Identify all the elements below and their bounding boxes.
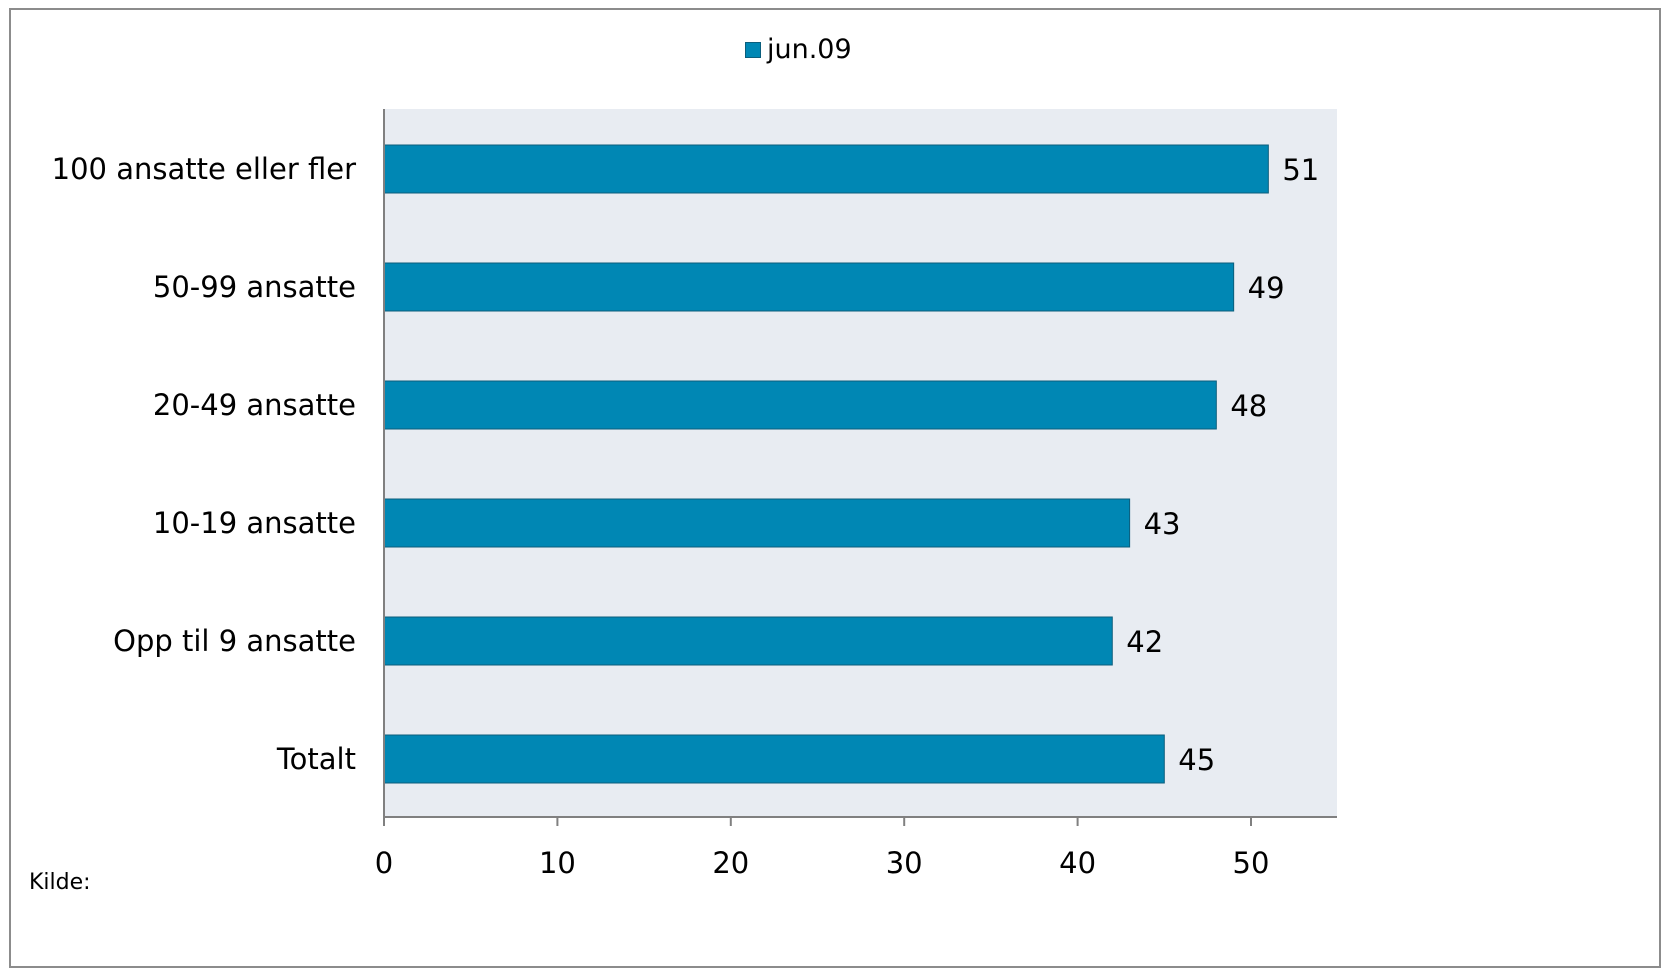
x-tick-label: 30 [886,846,923,880]
value-label: 49 [1248,271,1285,305]
bar [383,144,1269,194]
category-label: 20-49 ansatte [153,388,356,422]
x-tick-label: 10 [539,846,576,880]
bar [383,498,1131,548]
category-label: Totalt [276,742,356,776]
category-label: 50-99 ansatte [153,270,356,304]
legend-swatch [745,42,761,58]
bar [383,734,1165,784]
value-label: 45 [1178,743,1215,777]
legend-label: jun.09 [767,34,852,65]
value-label: 48 [1230,389,1267,423]
source-label: Kilde: [29,870,91,895]
plot-area [384,109,1337,817]
legend: jun.09 [745,32,852,68]
bar [383,380,1217,430]
category-label: Opp til 9 ansatte [113,624,356,658]
bar [383,262,1235,312]
value-label: 42 [1126,625,1163,659]
x-tick-label: 40 [1059,846,1096,880]
x-tick-label: 20 [712,846,749,880]
bar [383,616,1113,666]
category-label: 100 ansatte eller fler [52,152,356,186]
x-tick-label: 0 [375,846,393,880]
x-tick-label: 50 [1233,846,1270,880]
value-label: 51 [1282,153,1319,187]
value-label: 43 [1144,507,1181,541]
category-label: 10-19 ansatte [153,506,356,540]
